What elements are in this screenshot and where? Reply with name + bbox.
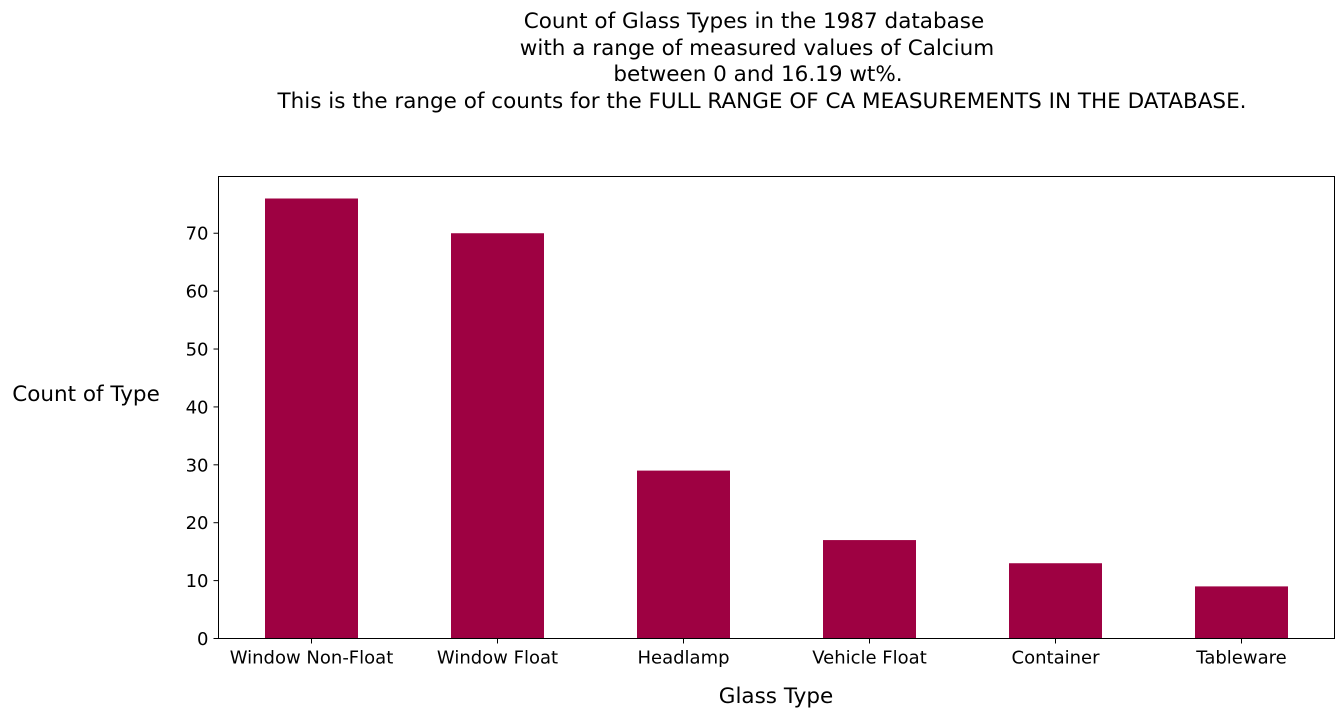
chart-title-line-4: This is the range of counts for the FULL… bbox=[277, 89, 1247, 114]
bar-headlamp bbox=[637, 470, 730, 639]
x-tick-label: Window Float bbox=[437, 648, 558, 669]
bars bbox=[265, 198, 1288, 639]
chart-title-line-2: with a range of measured values of Calci… bbox=[520, 36, 994, 61]
y-tick-label: 60 bbox=[186, 282, 209, 303]
y-tick-label: 0 bbox=[197, 629, 208, 650]
chart-title: Count of Glass Types in the 1987 databas… bbox=[277, 9, 1247, 114]
bar-window-float bbox=[451, 233, 544, 639]
x-tick-label: Tableware bbox=[1195, 648, 1286, 669]
bar-container bbox=[1009, 563, 1102, 639]
bar-vehicle-float bbox=[823, 540, 916, 639]
bar-tableware bbox=[1195, 586, 1288, 639]
y-tick-label: 40 bbox=[186, 397, 209, 418]
x-tick-label: Window Non-Float bbox=[230, 648, 394, 669]
bar-window-non-float bbox=[265, 198, 358, 639]
chart-title-line-3: between 0 and 16.19 wt%. bbox=[613, 62, 902, 87]
x-tick-label: Headlamp bbox=[637, 648, 729, 669]
y-axis-label: Count of Type bbox=[12, 382, 160, 407]
x-tick-label: Vehicle Float bbox=[812, 648, 927, 669]
y-axis-ticks: 0 10 20 30 40 50 60 70 bbox=[186, 224, 219, 650]
y-tick-label: 10 bbox=[186, 571, 209, 592]
chart-title-line-1: Count of Glass Types in the 1987 databas… bbox=[524, 9, 985, 34]
x-tick-label: Container bbox=[1012, 648, 1101, 669]
y-tick-label: 30 bbox=[186, 455, 209, 476]
y-tick-label: 70 bbox=[186, 224, 209, 245]
x-axis-ticks: Window Non-Float Window Float Headlamp Vehi… bbox=[230, 638, 1287, 669]
y-tick-label: 20 bbox=[186, 513, 209, 534]
plot-area-frame bbox=[218, 176, 1335, 639]
x-axis-label: Glass Type bbox=[719, 684, 833, 709]
y-tick-label: 50 bbox=[186, 340, 209, 361]
